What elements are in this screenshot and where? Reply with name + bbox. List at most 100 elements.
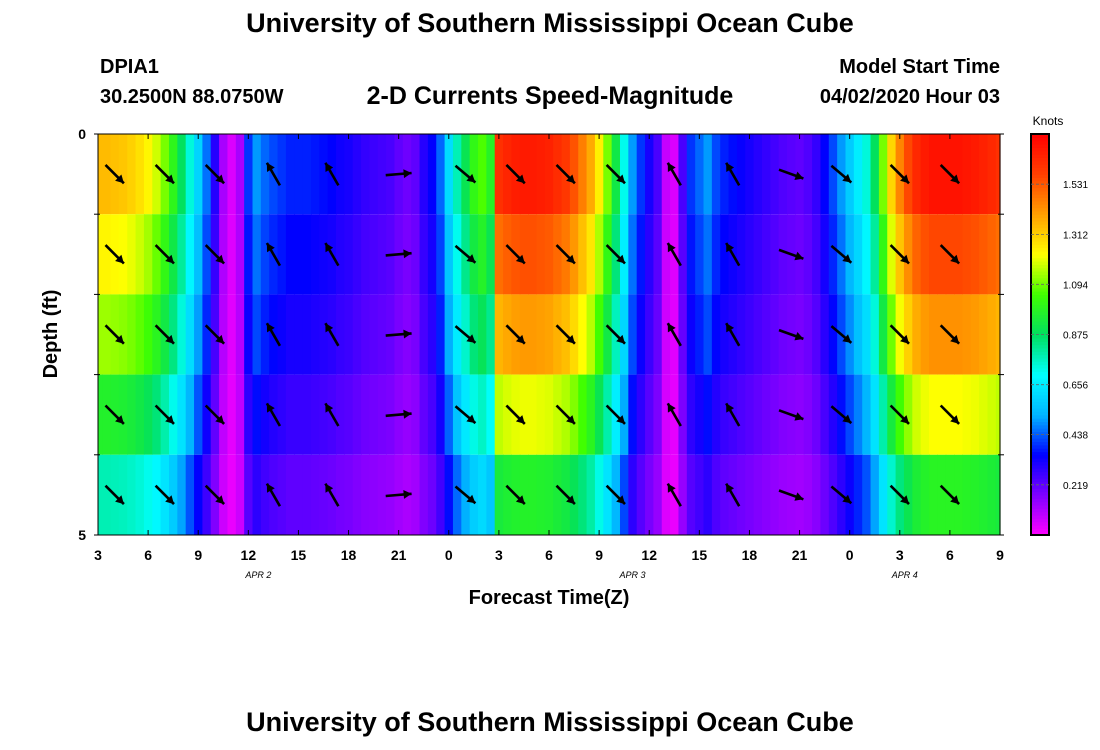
heatmap-cell [294, 374, 304, 455]
heatmap-cell [903, 374, 913, 455]
heatmap-cell [753, 374, 763, 455]
heatmap-cell [444, 214, 454, 295]
heatmap-cell [436, 134, 446, 215]
heatmap-cell [553, 454, 563, 535]
heatmap-cell [720, 134, 730, 215]
heatmap-cell [219, 294, 229, 375]
colorbar-label: Knots [1033, 114, 1064, 128]
current-arrow [605, 244, 626, 265]
heatmap-cell [285, 294, 295, 375]
heatmap-cell [135, 214, 145, 295]
heatmap-cell [519, 454, 529, 535]
heatmap-cell [678, 374, 688, 455]
station-coordinates: 30.2500N 88.0750W [100, 86, 284, 108]
heatmap-cell [695, 454, 705, 535]
colorbar-tick-label: 0.438 [1063, 431, 1088, 442]
colorbar-segment [1031, 384, 1049, 389]
colorbar-segment [1031, 464, 1049, 469]
x-tick-label: 6 [946, 547, 954, 563]
heatmap-cell [244, 374, 254, 455]
current-arrow [605, 163, 626, 185]
current-arrow [385, 490, 412, 499]
colorbar-segment [1031, 428, 1049, 433]
current-arrow [666, 402, 682, 427]
x-tick-label: 12 [641, 547, 657, 563]
heatmap-cell [336, 454, 345, 535]
heatmap-cell [578, 214, 588, 295]
heatmap-cell [344, 374, 354, 455]
heatmap-cell [277, 454, 287, 535]
current-arrow [889, 404, 910, 425]
x-tick-label: 6 [545, 547, 553, 563]
heatmap-cell [285, 134, 295, 215]
colorbar-segment [1031, 377, 1049, 382]
x-tick-label: 0 [445, 547, 453, 563]
heatmap-cell [828, 454, 838, 535]
current-arrow [830, 405, 853, 425]
heatmap-cell [578, 294, 588, 375]
heatmap-cell [118, 134, 128, 215]
current-arrow [939, 484, 961, 506]
current-arrow [505, 244, 526, 265]
colorbar-segment [1031, 371, 1049, 376]
colorbar-segment [1031, 478, 1049, 483]
colorbar-segment [1031, 160, 1049, 165]
colorbar-segment [1031, 438, 1049, 443]
heatmap-cell [544, 214, 554, 295]
heatmap-cell [419, 454, 429, 535]
heatmap-cell [770, 134, 780, 215]
heatmap-cell [970, 454, 980, 535]
current-arrow [725, 482, 741, 507]
heatmap-cell [98, 134, 103, 215]
heatmap-cell [202, 214, 212, 295]
heatmap-cell [954, 374, 964, 455]
current-arrow [778, 409, 804, 421]
y-axis-ticks: 05 [78, 126, 1004, 543]
heatmap-cell [227, 214, 237, 295]
colorbar-segment [1031, 140, 1049, 145]
heatmap-cell [344, 134, 354, 215]
colorbar-segment [1031, 494, 1049, 499]
heatmap-cell [628, 134, 638, 215]
heatmap-cell [862, 374, 872, 455]
heatmap-cell [503, 214, 513, 295]
heatmap-cell [995, 294, 1001, 375]
heatmap-cell [377, 214, 387, 295]
heatmap-cell [912, 294, 922, 375]
heatmap-cell [887, 214, 897, 295]
heatmap-cell [720, 374, 730, 455]
heatmap-cell [302, 294, 312, 375]
current-arrow [830, 244, 853, 264]
current-arrow [454, 164, 477, 184]
heatmap-cell [344, 294, 354, 375]
heatmap-cell [252, 374, 262, 455]
heatmap-cell [628, 214, 638, 295]
heatmap-cell [419, 134, 429, 215]
heatmap-cell [177, 134, 187, 215]
heatmap-cell [929, 374, 938, 455]
colorbar-segment [1031, 508, 1049, 513]
colorbar-segment [1031, 331, 1049, 336]
current-arrow [385, 329, 412, 339]
heatmap-cell [553, 134, 563, 215]
colorbar-segment [1031, 528, 1049, 533]
x-tick-label: 3 [94, 547, 102, 563]
colorbar-segment [1031, 277, 1049, 282]
heatmap-cell [970, 134, 980, 215]
heatmap-cell [168, 374, 178, 455]
heatmap-cell [912, 214, 922, 295]
current-arrow [605, 324, 626, 345]
heatmap-cell [528, 294, 538, 375]
heatmap-cell [770, 454, 780, 535]
heatmap-cell [661, 374, 671, 455]
current-arrow [505, 324, 526, 345]
heatmap-cell [619, 454, 629, 535]
colorbar-segment [1031, 498, 1049, 503]
heatmap-cell [778, 454, 788, 535]
current-arrow [324, 482, 340, 507]
x-tick-label: 21 [391, 547, 407, 563]
heatmap-cell [645, 294, 654, 375]
heatmap-cell [586, 214, 596, 295]
heatmap-cell [98, 214, 103, 295]
heatmap-cell [194, 294, 203, 375]
